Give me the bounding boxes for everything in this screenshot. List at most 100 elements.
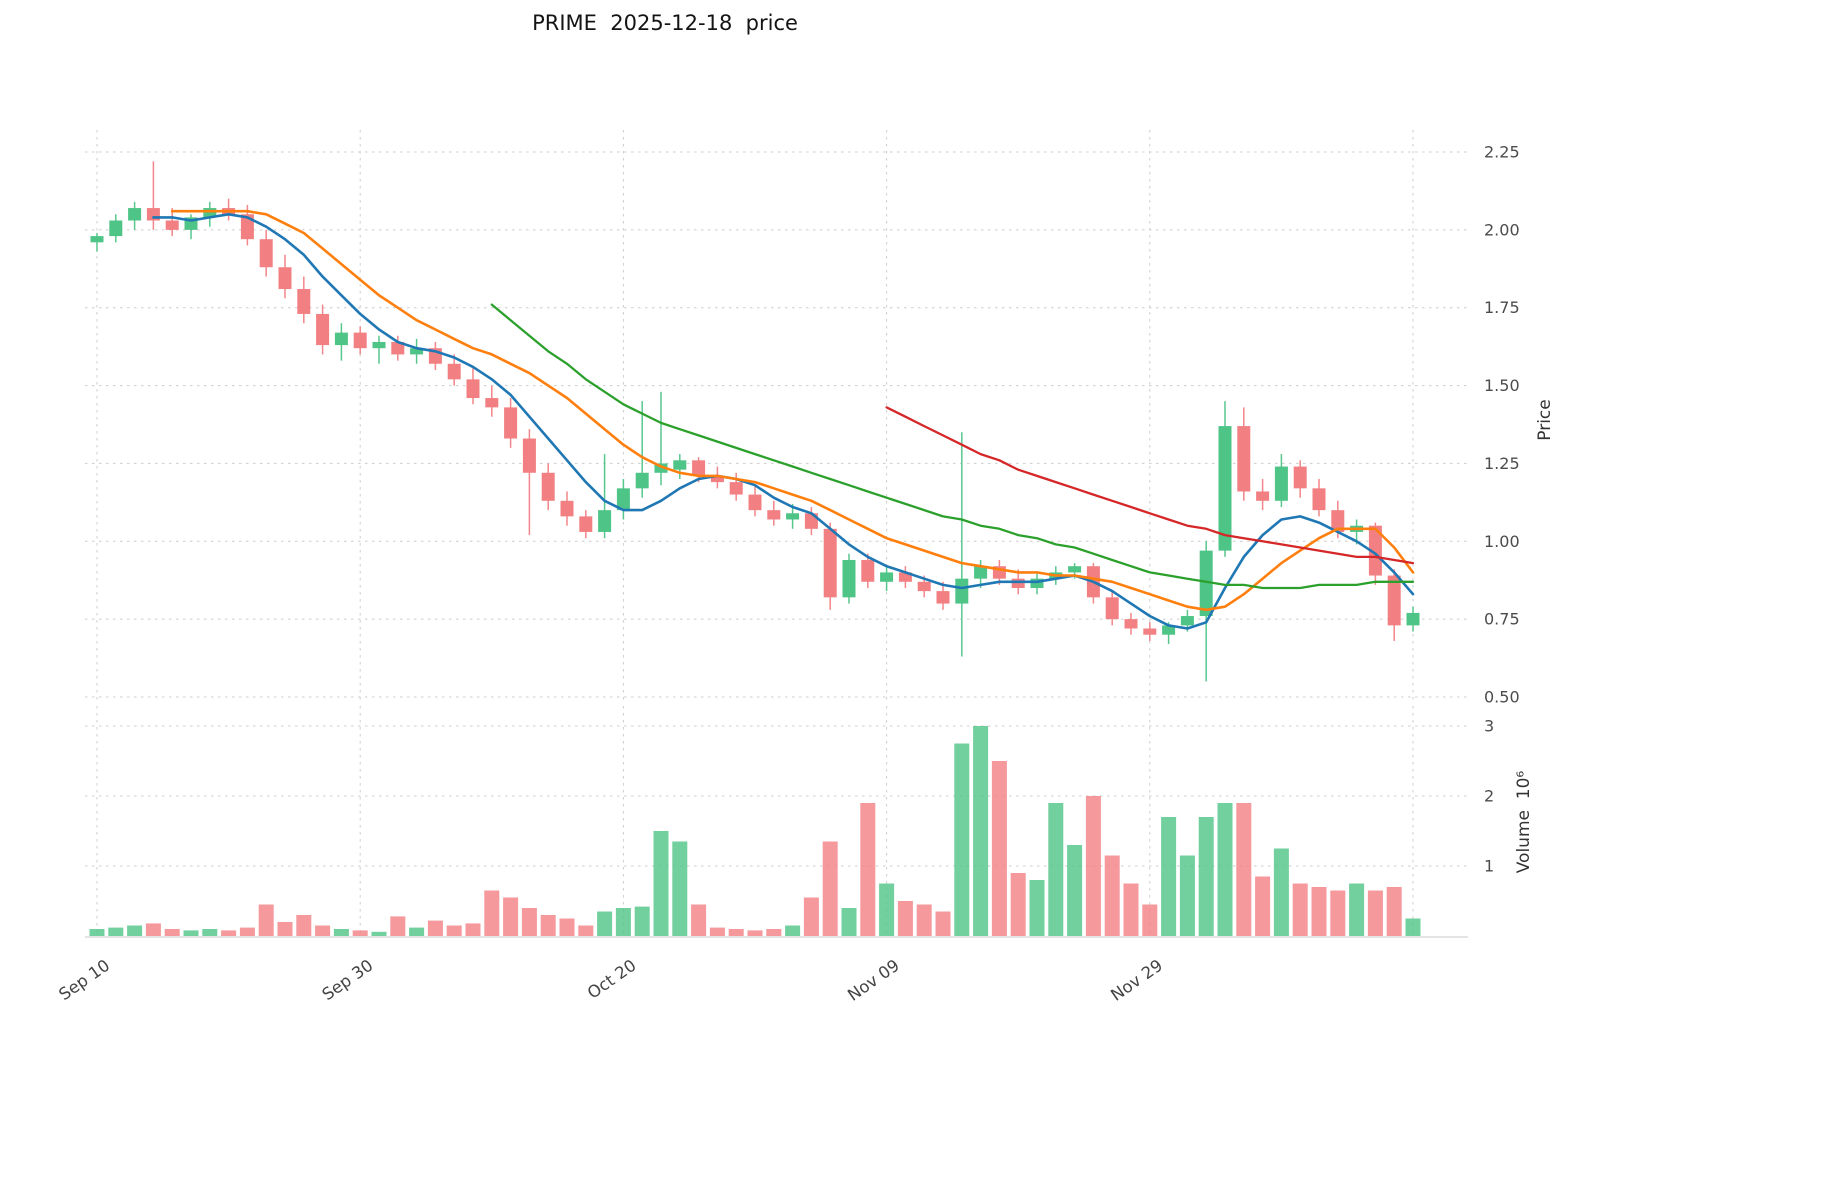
volume-bar: [540, 915, 556, 936]
volume-bar: [164, 929, 180, 936]
candle: [748, 494, 762, 511]
candle: [616, 488, 630, 511]
candle: [598, 510, 612, 532]
volume-bar: [296, 915, 312, 936]
candle: [353, 332, 367, 349]
candle: [579, 516, 593, 532]
volume-bar: [634, 906, 650, 936]
price-tick-label: 2.00: [1484, 220, 1520, 239]
volume-bar: [390, 916, 406, 936]
grid-layer: [85, 130, 1468, 938]
volume-bar: [1123, 883, 1139, 936]
candle: [842, 559, 856, 598]
volume-bar: [1085, 796, 1101, 936]
candle: [1068, 566, 1082, 573]
axis-layer: 2.25 2.00 1.75 1.50 1.25 1.00 0.75 0.50 3 2 1 Sep 1…: [55, 143, 1519, 1005]
volume-bar: [465, 923, 481, 936]
volume-bar: [691, 904, 707, 936]
volume-bar: [315, 925, 331, 936]
volume-bar: [1236, 803, 1252, 936]
volume-bar: [1142, 904, 1158, 936]
candle: [1312, 488, 1326, 511]
ma-line-ma-long: [490, 303, 1415, 590]
volume-bar: [503, 897, 519, 936]
candle: [522, 438, 536, 473]
candle: [1237, 426, 1251, 492]
candle: [635, 472, 649, 489]
candle: [898, 572, 912, 582]
candle: [710, 475, 724, 483]
candle: [560, 500, 574, 517]
volume-bar: [446, 925, 462, 936]
candle: [767, 510, 781, 520]
candle: [259, 239, 273, 268]
candle: [410, 348, 424, 355]
x-tick-label: Sep 10: [55, 956, 113, 1004]
candle: [391, 341, 405, 355]
volume-bar: [1217, 803, 1233, 936]
volume-bar: [1367, 890, 1383, 936]
candle: [974, 566, 988, 579]
candle: [955, 578, 969, 604]
candle: [823, 528, 837, 598]
volume-tick-label: 2: [1484, 787, 1494, 806]
candle: [1124, 619, 1138, 629]
volume-bar: [89, 929, 105, 936]
candle: [1406, 612, 1420, 626]
volume-bar: [1386, 887, 1402, 936]
volume-bar: [935, 911, 951, 936]
ma-line-ma-medium: [170, 209, 1415, 612]
candle: [880, 572, 894, 582]
candle: [1105, 597, 1119, 620]
volume-bar: [1349, 883, 1365, 936]
volume-bar: [1048, 803, 1064, 936]
candle: [1293, 466, 1307, 489]
price-tick-label: 1.00: [1484, 532, 1520, 551]
candle: [673, 460, 687, 470]
price-axis-label: Price: [1535, 399, 1555, 440]
volume-bar: [991, 761, 1007, 936]
volume-bar: [578, 925, 594, 936]
volume-bar: [672, 841, 688, 936]
volume-bar: [221, 930, 237, 936]
candle: [1162, 625, 1176, 635]
volume-bar: [747, 930, 763, 936]
volume-bar: [615, 908, 631, 936]
volume-bar: [371, 931, 387, 936]
candle: [278, 267, 292, 290]
volume-bar: [333, 929, 349, 936]
candle: [786, 513, 800, 520]
candle: [1387, 575, 1401, 626]
candle: [1218, 426, 1232, 551]
volume-bar: [484, 890, 500, 936]
volume-bar: [785, 925, 801, 936]
volume-bar: [1198, 817, 1214, 936]
candle: [165, 220, 179, 230]
price-tick-label: 0.50: [1484, 688, 1520, 707]
volume-bar: [728, 929, 744, 936]
x-tick-label: Oct 20: [584, 956, 640, 1003]
volume-layer: [89, 726, 1421, 936]
volume-bar: [239, 927, 255, 936]
volume-bar: [597, 911, 613, 936]
candle: [316, 313, 330, 346]
candle: [447, 363, 461, 380]
volume-bar: [1330, 890, 1346, 936]
price-tick-label: 1.75: [1484, 298, 1520, 317]
candle: [1030, 578, 1044, 589]
candle: [240, 214, 254, 240]
candle: [128, 208, 142, 221]
volume-bar: [145, 923, 161, 936]
candle: [936, 591, 950, 604]
candle: [109, 220, 123, 237]
volume-bar: [1104, 855, 1120, 936]
volume-bar: [954, 743, 970, 936]
price-tick-label: 2.25: [1484, 143, 1520, 162]
volume-bar: [352, 930, 368, 936]
volume-tick-label: 1: [1484, 857, 1494, 876]
candle: [90, 236, 104, 243]
volume-bar: [277, 922, 293, 936]
candle: [861, 559, 875, 582]
volume-bar: [879, 883, 895, 936]
